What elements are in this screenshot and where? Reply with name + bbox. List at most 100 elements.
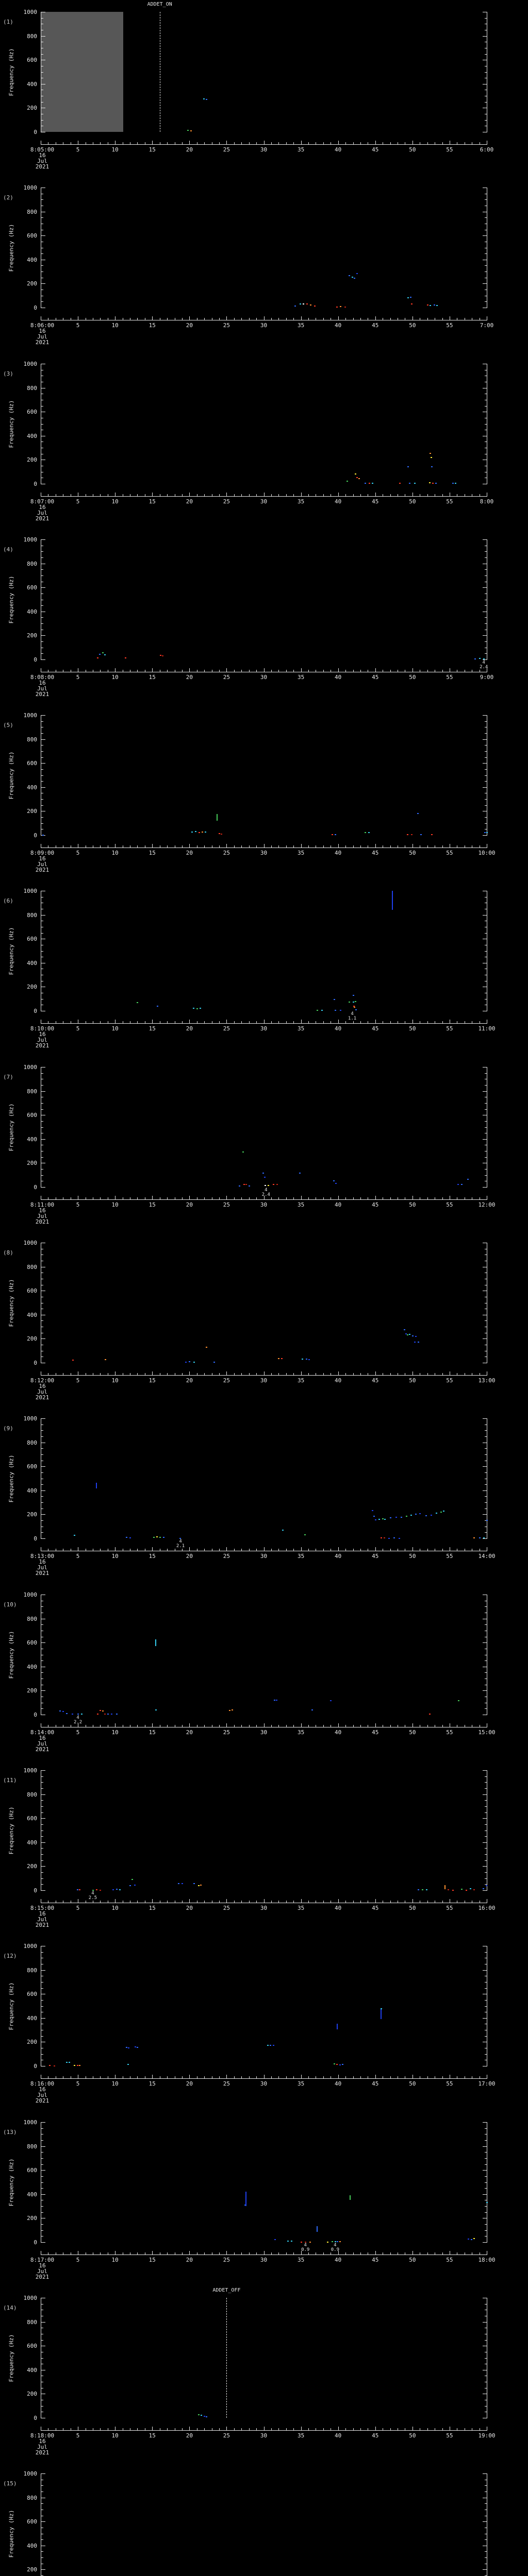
y-axis-tick [483,659,487,660]
y-axis-tick [485,2557,487,2558]
detection-dot [76,2064,78,2066]
x-end-time-label: 13:00 [478,1377,496,1384]
y-axis-tick [483,1642,487,1643]
x-end-time-label: 8:00 [480,498,494,505]
y-axis-tick [485,799,487,800]
y-tick-label: 200 [27,1687,37,1694]
x-axis-tick [189,1723,190,1727]
x-axis-tick [219,1725,220,1727]
detection-dot [346,481,348,482]
y-axis-tick [485,18,487,19]
x-axis-tick [115,141,116,144]
y-tick-label: 600 [27,1991,37,1998]
detection-dot [339,306,341,308]
x-axis-tick [345,845,346,848]
y-axis-tick [41,1988,43,1989]
x-tick-label: 45 [372,1729,379,1736]
y-axis-tick [41,1320,43,1321]
y-axis-tick [485,2158,487,2159]
x-axis-tick [442,142,443,144]
y-axis-tick [41,2018,45,2019]
detection-dot [192,1008,194,1009]
x-axis-tick [219,142,220,144]
detection-dot [201,832,203,833]
y-axis-tick [485,1436,487,1437]
x-axis-tick [360,1197,361,1199]
x-axis-tick [226,1196,227,1199]
y-axis-tick [485,1854,487,1855]
x-axis-tick [115,316,116,320]
x-axis-tick [167,1901,168,1903]
y-axis-tick [41,733,43,734]
detection-dot [268,1185,270,1187]
detection-dot [356,477,358,479]
y-tick-label: 1000 [23,1240,38,1246]
x-axis-tick [427,1373,428,1375]
x-axis-tick [264,2251,265,2255]
y-axis-tick [483,1338,487,1340]
detection-dot [309,2241,311,2243]
detection-dot [273,1184,275,1185]
y-axis-tick [485,1848,487,1849]
y-tick-label: 0 [34,832,37,839]
x-axis-tick [360,318,361,320]
x-axis-tick [278,1197,279,1199]
event-marker: 4 2.4 [261,1188,270,1197]
x-axis-tick [427,845,428,848]
x-tick-label: 30 [260,498,268,505]
detection-dot [354,277,356,279]
x-axis-tick [219,1549,220,1551]
x-axis-tick [271,2428,272,2430]
x-axis-tick [442,1901,443,1903]
x-axis-tick [338,2075,339,2078]
detection-dot [306,303,308,305]
y-axis-tick [485,1169,487,1170]
x-tick-label: 40 [335,1201,342,1208]
y-axis-title: Frequency (Hz) [8,2510,15,2557]
x-tick-label: 5 [76,1025,80,1032]
y-axis-tick [483,1770,487,1771]
y-axis-tick [485,1502,487,1503]
x-tick-label: 15 [148,1553,156,1560]
x-tick-label: 50 [409,146,416,153]
y-axis-tick [485,1084,487,1086]
panel-number: (3) [3,370,13,377]
detection-dot [334,998,336,1000]
x-tick-label: 35 [297,322,305,329]
x-axis-tick [286,845,287,848]
x-tick-label: 15 [148,2432,156,2439]
detection-dot [294,305,296,307]
x-axis-tick [427,2076,428,2078]
y-axis-title: Frequency (Hz) [8,2158,15,2206]
y-tick-label: 800 [27,560,37,567]
x-axis-tick [375,668,376,672]
x-axis-tick [152,1020,153,1023]
y-tick-label: 1000 [23,1064,38,1071]
x-tick-label: 30 [260,850,268,856]
x-axis-tick [293,142,294,144]
detection-dot [66,2062,68,2063]
y-axis-tick [485,2224,487,2225]
x-tick-label: 40 [335,1905,342,1911]
detection-dot [398,1537,400,1539]
y-axis-tick [483,283,487,284]
x-axis-tick [293,1725,294,1727]
y-axis-tick [483,739,487,740]
x-axis-tick [219,2076,220,2078]
detection-dot [474,658,476,659]
detection-dot [335,1183,337,1184]
y-axis-tick [41,2006,43,2007]
y-tick-label: 400 [27,608,37,615]
detection-dot [100,1889,102,1891]
y-axis-tick [41,423,43,425]
y-tick-label: 800 [27,1967,37,1974]
y-axis-tick [41,1157,43,1158]
detection-dot [274,2239,276,2241]
y-axis-tick [41,751,43,752]
panel-number: (15) [3,2480,17,2487]
x-axis-tick [226,1723,227,1727]
detection-dot [92,1889,94,1891]
y-axis-tick [483,1818,487,1819]
event-marker: 4 2.1 [176,1539,185,1549]
x-axis-tick [353,494,354,496]
